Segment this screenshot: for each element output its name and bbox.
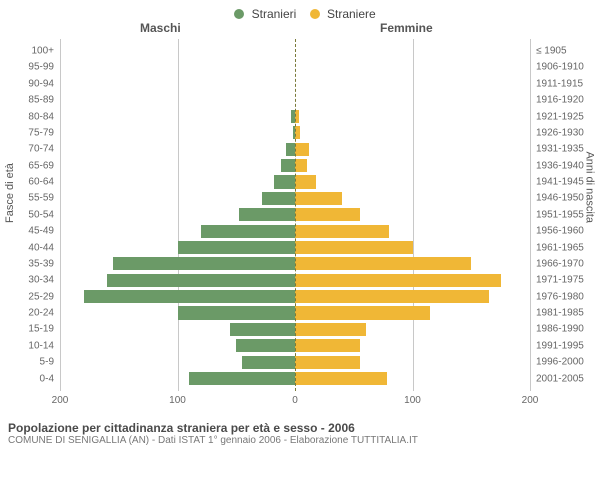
bar-male bbox=[236, 339, 295, 352]
bar-male bbox=[107, 274, 295, 287]
age-label: 5-9 bbox=[40, 357, 60, 368]
birth-label: ≤ 1905 bbox=[530, 46, 567, 57]
bar-female bbox=[295, 290, 489, 303]
birth-label: 1991-1995 bbox=[530, 340, 584, 351]
y-left-axis-title: Fasce di età bbox=[4, 163, 16, 223]
age-label: 0-4 bbox=[40, 373, 60, 384]
legend-label-female: Straniere bbox=[327, 7, 376, 21]
birth-label: 1931-1935 bbox=[530, 144, 584, 155]
bar-male bbox=[274, 175, 295, 188]
birth-label: 1951-1955 bbox=[530, 209, 584, 220]
birth-label: 1981-1985 bbox=[530, 308, 584, 319]
bar-female bbox=[295, 241, 413, 254]
x-tick: 100 bbox=[404, 395, 421, 406]
birth-label: 1916-1920 bbox=[530, 95, 584, 106]
chart-area: 100+≤ 190595-991906-191090-941911-191585… bbox=[60, 39, 530, 391]
birth-label: 1926-1930 bbox=[530, 127, 584, 138]
x-tick: 0 bbox=[292, 395, 298, 406]
x-tick: 200 bbox=[52, 395, 69, 406]
x-axis: 2001000100200 bbox=[60, 395, 530, 411]
bar-male bbox=[262, 192, 295, 205]
bar-male bbox=[239, 208, 295, 221]
bar-male bbox=[84, 290, 296, 303]
age-label: 65-69 bbox=[28, 160, 60, 171]
age-label: 85-89 bbox=[28, 95, 60, 106]
birth-label: 1996-2000 bbox=[530, 357, 584, 368]
age-label: 25-29 bbox=[28, 291, 60, 302]
birth-label: 1956-1960 bbox=[530, 226, 584, 237]
birth-label: 1906-1910 bbox=[530, 62, 584, 73]
birth-label: 1971-1975 bbox=[530, 275, 584, 286]
age-label: 15-19 bbox=[28, 324, 60, 335]
bar-male bbox=[178, 306, 296, 319]
plot-area: Fasce di età Anni di nascita 100+≤ 19059… bbox=[0, 39, 600, 419]
header-male: Maschi bbox=[140, 21, 181, 35]
birth-label: 2001-2005 bbox=[530, 373, 584, 384]
bar-male bbox=[286, 143, 295, 156]
age-label: 10-14 bbox=[28, 340, 60, 351]
birth-label: 1961-1965 bbox=[530, 242, 584, 253]
birth-label: 1986-1990 bbox=[530, 324, 584, 335]
bar-female bbox=[295, 356, 360, 369]
header-female: Femmine bbox=[380, 21, 433, 35]
footer: Popolazione per cittadinanza straniera p… bbox=[0, 419, 600, 446]
age-label: 45-49 bbox=[28, 226, 60, 237]
bar-female bbox=[295, 143, 309, 156]
bar-female bbox=[295, 225, 389, 238]
birth-label: 1941-1945 bbox=[530, 177, 584, 188]
bar-male bbox=[201, 225, 295, 238]
age-label: 40-44 bbox=[28, 242, 60, 253]
bar-female bbox=[295, 372, 387, 385]
birth-label: 1966-1970 bbox=[530, 258, 584, 269]
bar-female bbox=[295, 257, 471, 270]
age-label: 30-34 bbox=[28, 275, 60, 286]
age-label: 55-59 bbox=[28, 193, 60, 204]
birth-label: 1921-1925 bbox=[530, 111, 584, 122]
bar-male bbox=[113, 257, 295, 270]
bar-female bbox=[295, 323, 366, 336]
center-axis bbox=[295, 39, 296, 391]
birth-label: 1936-1940 bbox=[530, 160, 584, 171]
x-tick: 200 bbox=[522, 395, 539, 406]
bar-male bbox=[242, 356, 295, 369]
bar-female bbox=[295, 208, 360, 221]
legend-label-male: Stranieri bbox=[252, 7, 297, 21]
age-label: 75-79 bbox=[28, 127, 60, 138]
legend: Stranieri Straniere bbox=[0, 0, 600, 21]
y-right-axis-title: Anni di nascita bbox=[584, 151, 596, 223]
bar-female bbox=[295, 159, 307, 172]
bar-female bbox=[295, 274, 501, 287]
x-tick: 100 bbox=[169, 395, 186, 406]
age-label: 80-84 bbox=[28, 111, 60, 122]
birth-label: 1976-1980 bbox=[530, 291, 584, 302]
bar-female bbox=[295, 306, 430, 319]
chart-subtitle: COMUNE DI SENIGALLIA (AN) - Dati ISTAT 1… bbox=[8, 435, 592, 446]
age-label: 35-39 bbox=[28, 258, 60, 269]
age-label: 100+ bbox=[31, 46, 60, 57]
bar-female bbox=[295, 192, 342, 205]
column-headers: Maschi Femmine bbox=[0, 21, 600, 39]
bar-male bbox=[178, 241, 296, 254]
bar-female bbox=[295, 339, 360, 352]
age-label: 50-54 bbox=[28, 209, 60, 220]
age-label: 70-74 bbox=[28, 144, 60, 155]
bar-male bbox=[230, 323, 295, 336]
age-label: 60-64 bbox=[28, 177, 60, 188]
age-label: 90-94 bbox=[28, 78, 60, 89]
chart-container: Stranieri Straniere Maschi Femmine Fasce… bbox=[0, 0, 600, 500]
age-label: 20-24 bbox=[28, 308, 60, 319]
bar-male bbox=[189, 372, 295, 385]
bar-female bbox=[295, 175, 316, 188]
legend-swatch-male bbox=[234, 9, 244, 19]
chart-title: Popolazione per cittadinanza straniera p… bbox=[8, 421, 592, 435]
age-label: 95-99 bbox=[28, 62, 60, 73]
legend-swatch-female bbox=[310, 9, 320, 19]
bar-male bbox=[281, 159, 295, 172]
birth-label: 1911-1915 bbox=[530, 78, 583, 89]
birth-label: 1946-1950 bbox=[530, 193, 584, 204]
